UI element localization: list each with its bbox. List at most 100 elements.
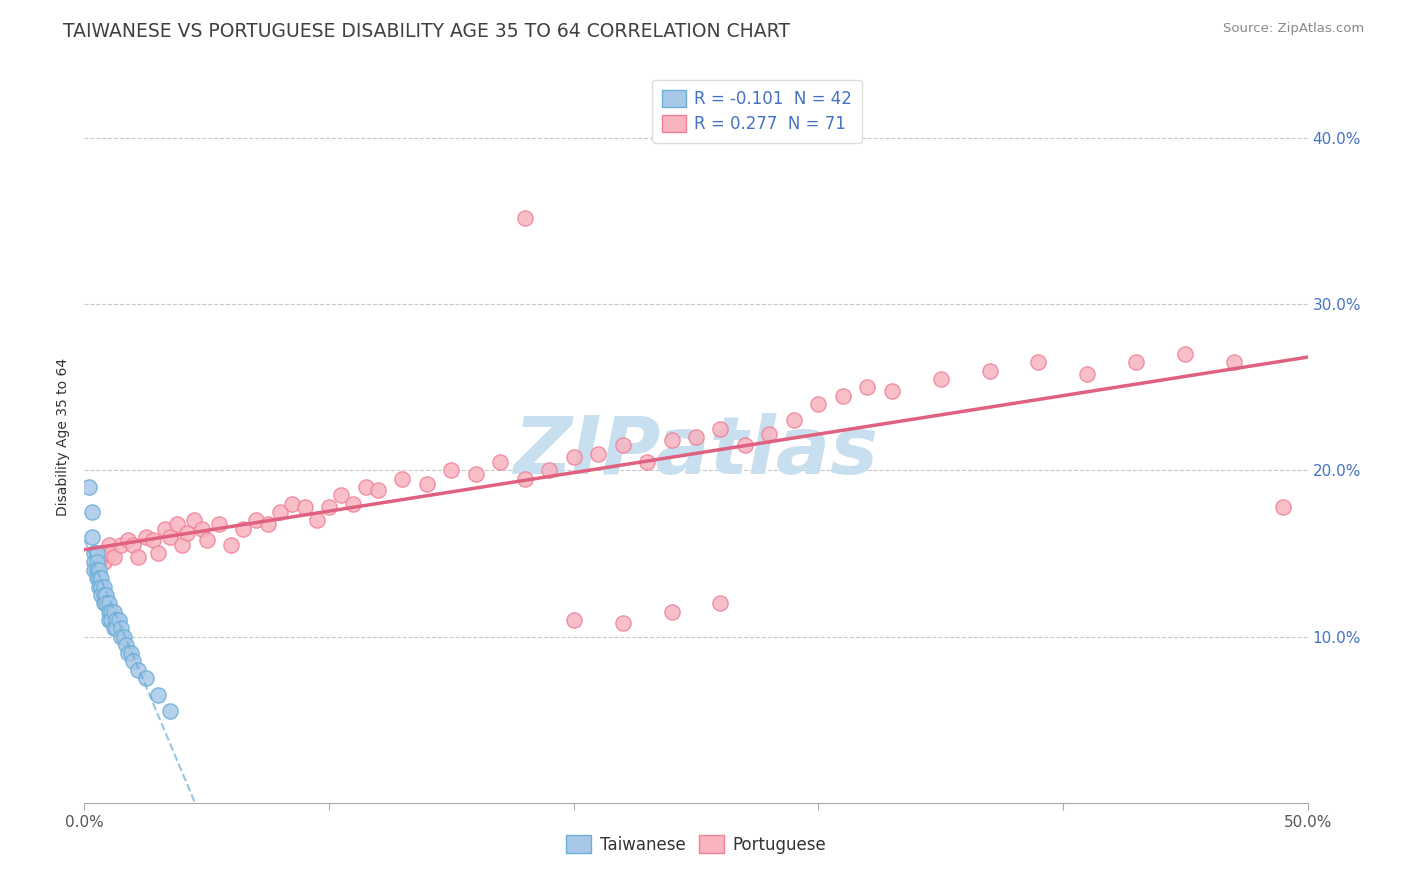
Point [110, 621, 132, 635]
Point [367, 483, 389, 498]
Point [734, 438, 756, 452]
Point [342, 497, 364, 511]
Point [538, 463, 561, 477]
Point [97, 613, 120, 627]
Text: TAIWANESE VS PORTUGUESE DISABILITY AGE 35 TO 64 CORRELATION CHART: TAIWANESE VS PORTUGUESE DISABILITY AGE 3… [63, 22, 790, 41]
Point [96, 596, 118, 610]
Text: ZIPatlas: ZIPatlas [513, 413, 879, 491]
Point [80, 505, 103, 519]
Point [135, 530, 157, 544]
Point [87, 555, 110, 569]
Point [1076, 367, 1098, 381]
Point [105, 613, 128, 627]
Point [83, 563, 105, 577]
Point [195, 533, 218, 548]
Point [831, 388, 853, 402]
Point [93, 555, 115, 569]
Point [103, 621, 125, 635]
Point [103, 549, 125, 564]
Point [142, 533, 165, 548]
Point [166, 516, 188, 531]
Point [172, 538, 194, 552]
Point [86, 563, 108, 577]
Point [87, 571, 110, 585]
Point [612, 616, 634, 631]
Point [305, 513, 328, 527]
Point [107, 613, 129, 627]
Point [87, 580, 110, 594]
Point [661, 434, 683, 448]
Point [146, 546, 169, 560]
Point [153, 521, 176, 535]
Point [586, 447, 609, 461]
Legend: Taiwanese, Portuguese: Taiwanese, Portuguese [560, 829, 832, 860]
Point [100, 605, 122, 619]
Point [245, 513, 267, 527]
Point [191, 521, 214, 535]
Point [294, 500, 316, 514]
Point [86, 546, 108, 560]
Point [122, 655, 145, 669]
Point [97, 538, 120, 552]
Point [112, 630, 135, 644]
Point [176, 526, 198, 541]
Point [86, 571, 108, 585]
Point [758, 426, 780, 441]
Point [97, 596, 120, 610]
Point [146, 688, 169, 702]
Point [103, 605, 125, 619]
Point [86, 563, 108, 577]
Text: Source: ZipAtlas.com: Source: ZipAtlas.com [1223, 22, 1364, 36]
Point [807, 397, 830, 411]
Point [83, 546, 105, 560]
Point [159, 530, 181, 544]
Point [856, 380, 879, 394]
Point [1125, 355, 1147, 369]
Point [416, 476, 439, 491]
Point [110, 538, 132, 552]
Point [100, 546, 122, 560]
Point [90, 571, 112, 585]
Point [318, 500, 340, 514]
Point [96, 546, 118, 560]
Point [232, 521, 254, 535]
Point [120, 646, 142, 660]
Point [93, 580, 115, 594]
Point [115, 638, 138, 652]
Point [685, 430, 707, 444]
Point [1223, 355, 1246, 369]
Point [110, 630, 132, 644]
Point [90, 580, 112, 594]
Point [135, 671, 157, 685]
Point [269, 505, 291, 519]
Point [709, 422, 731, 436]
Point [513, 211, 536, 225]
Point [127, 549, 149, 564]
Point [513, 472, 536, 486]
Point [77, 480, 100, 494]
Point [440, 463, 463, 477]
Point [96, 588, 118, 602]
Point [612, 438, 634, 452]
Point [354, 480, 377, 494]
Point [783, 413, 806, 427]
Point [80, 530, 103, 544]
Point [929, 372, 952, 386]
Point [562, 450, 585, 464]
Point [661, 605, 683, 619]
Point [257, 516, 280, 531]
Point [159, 705, 181, 719]
Point [1028, 355, 1050, 369]
Point [90, 546, 112, 560]
Point [979, 363, 1001, 377]
Point [100, 613, 122, 627]
Point [1272, 500, 1295, 514]
Point [117, 533, 139, 548]
Point [1174, 347, 1197, 361]
Point [636, 455, 658, 469]
Point [105, 621, 128, 635]
Point [117, 646, 139, 660]
Point [93, 588, 115, 602]
Point [86, 555, 108, 569]
Point [391, 472, 413, 486]
